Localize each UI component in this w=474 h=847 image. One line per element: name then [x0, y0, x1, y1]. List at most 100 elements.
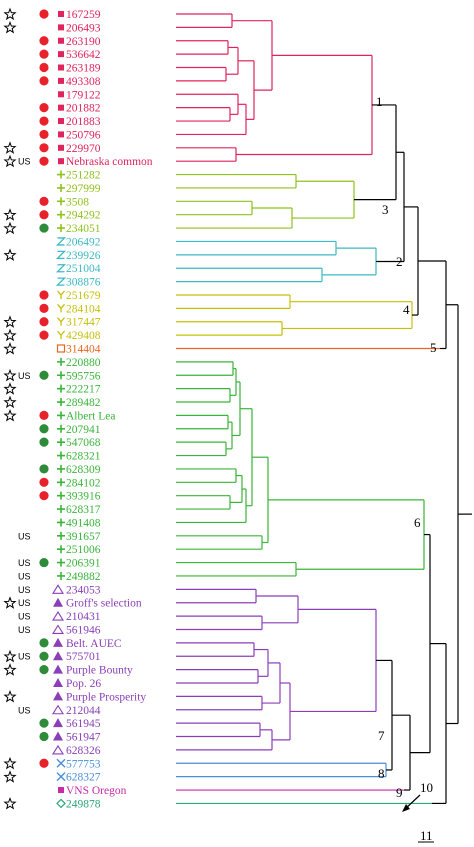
leaf-label: 577753	[66, 758, 101, 770]
branch-link	[176, 13, 233, 28]
star-icon	[3, 649, 17, 663]
branch-link	[176, 200, 253, 216]
leaf-label: 297999	[66, 183, 101, 195]
leaf-marker-34	[57, 464, 65, 473]
star-icon	[3, 596, 17, 609]
star-icon	[3, 368, 17, 382]
leaf-marker-6	[58, 91, 64, 98]
leaf-marker-26	[57, 357, 65, 366]
leaf-label: 561946	[66, 624, 101, 636]
us-tag: US	[18, 531, 31, 541]
branch-link	[176, 615, 263, 631]
star-icon	[3, 248, 17, 261]
star-icon	[3, 154, 17, 168]
leaf-label: 249878	[66, 798, 101, 810]
leaf-marker-4	[58, 64, 64, 71]
red-dot-icon	[39, 156, 49, 166]
leaf-marker-9	[58, 131, 64, 138]
leaf-label: 201882	[66, 103, 101, 115]
branch-link	[446, 304, 459, 725]
leaf-marker-30	[57, 411, 65, 420]
star-icon	[3, 663, 17, 676]
green-dot-icon	[39, 424, 49, 434]
red-dot-icon	[39, 303, 49, 313]
leaf-marker-42	[57, 571, 65, 580]
red-dot-icon	[39, 76, 49, 86]
leaf-label: 308876	[66, 277, 101, 289]
leaf-label: 284104	[66, 303, 101, 315]
branch-link	[176, 642, 255, 657]
branch-link	[176, 722, 261, 738]
annotation-column: US US US US US US US US US US US	[3, 7, 49, 810]
leaf-label: 229970	[66, 143, 101, 155]
leaf-marker-58	[58, 787, 64, 794]
cluster-number-7: 7	[378, 728, 385, 743]
leaf-marker-46	[52, 624, 64, 635]
green-dot-icon	[39, 651, 49, 661]
leaf-label: 561945	[66, 718, 101, 730]
leaf-label: 251679	[66, 290, 101, 302]
branch-link	[176, 103, 247, 136]
star-icon	[3, 141, 17, 154]
cluster-number-6: 6	[414, 515, 421, 530]
red-dot-icon	[39, 477, 49, 487]
branch-link	[176, 66, 227, 82]
branch-link	[322, 247, 377, 276]
red-dot-icon	[39, 143, 49, 153]
cluster-number-11: 11	[420, 828, 433, 843]
leaf-marker-33	[57, 451, 65, 460]
leaf-marker-28	[57, 384, 65, 393]
leaf-marker-36	[57, 491, 65, 500]
leaf-marker-18	[55, 250, 67, 259]
leaf-label: 491408	[66, 517, 101, 529]
star-icon	[3, 382, 17, 395]
leaf-marker-24	[57, 330, 65, 340]
leaf-label: Purple Bounty	[66, 665, 133, 677]
leaf-marker-22	[57, 303, 65, 313]
us-tag: US	[18, 705, 31, 715]
leaf-label: 294292	[66, 210, 101, 222]
branch-link	[176, 40, 229, 55]
leaf-marker-17	[55, 237, 67, 246]
branch-link	[176, 207, 293, 229]
red-dot-icon	[39, 330, 49, 340]
star-icon	[3, 221, 17, 235]
star-icon	[3, 315, 17, 328]
us-tag: US	[18, 625, 31, 635]
leaf-marker-29	[57, 398, 65, 407]
leaf-label: 3508	[66, 196, 89, 208]
branch-link	[176, 695, 263, 711]
leaf-marker-8	[58, 118, 64, 125]
leaf-label: Pop. 26	[66, 678, 101, 690]
star-icon	[3, 770, 17, 783]
us-tag: US	[18, 652, 31, 662]
leaf-marker-48	[53, 651, 63, 661]
star-icon	[3, 395, 17, 409]
leaf-marker-39	[57, 531, 65, 540]
dendrogram-branches	[176, 13, 472, 805]
branch-link	[176, 361, 234, 376]
red-dot-icon	[39, 317, 49, 327]
leaf-label: 314404	[66, 344, 101, 356]
branch-link	[176, 561, 297, 577]
star-icon	[3, 756, 17, 770]
leaf-marker-56	[56, 758, 66, 768]
branch-link	[290, 608, 377, 713]
star-icon	[3, 20, 17, 34]
cluster-numbers: 1 2 3 4 5 6 7 89 10 11	[376, 94, 437, 843]
leaf-marker-16	[57, 224, 65, 233]
cluster-number-1: 1	[376, 94, 383, 109]
branch-link	[354, 104, 397, 201]
branch-link	[176, 294, 291, 309]
leaf-label: 250796	[66, 129, 101, 141]
leaf-marker-25	[56, 344, 66, 353]
green-dot-icon	[39, 665, 49, 675]
us-tag: US	[18, 571, 31, 581]
leaf-marker-31	[57, 424, 65, 433]
leaf-label: 249882	[66, 571, 101, 583]
branch-link	[176, 93, 239, 115]
branch-link	[176, 535, 263, 550]
leaf-label: 251004	[66, 263, 101, 275]
green-dot-icon	[39, 464, 49, 474]
